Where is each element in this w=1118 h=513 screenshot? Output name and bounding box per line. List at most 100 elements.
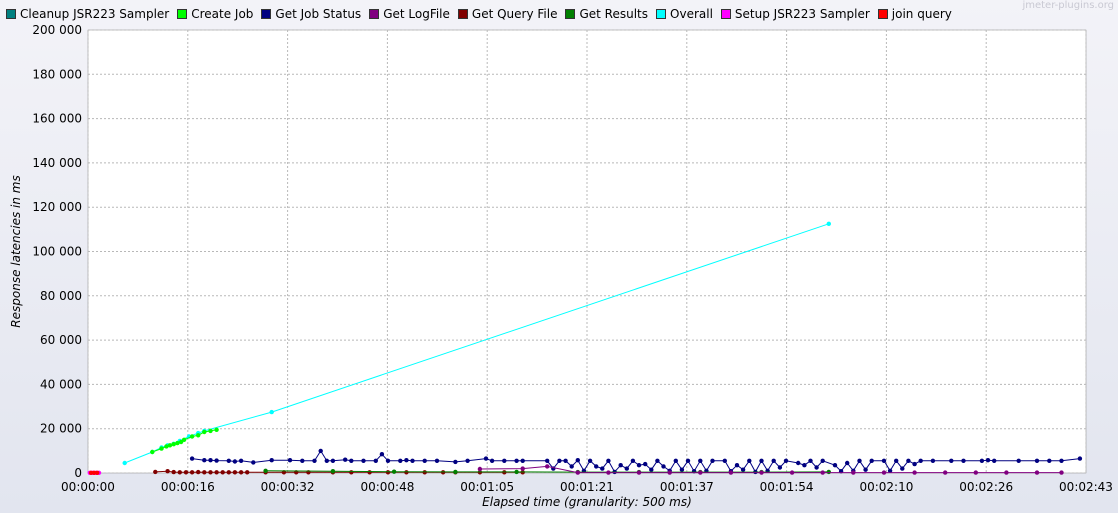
y-tick-label: 40 000 bbox=[40, 377, 82, 391]
legend-label: Create Job bbox=[191, 7, 254, 21]
legend-label: Get Query File bbox=[471, 7, 558, 21]
data-point bbox=[189, 470, 195, 475]
y-tick-label: 80 000 bbox=[40, 289, 82, 303]
data-point bbox=[606, 458, 611, 463]
data-point bbox=[992, 458, 997, 463]
legend-item: Overall bbox=[656, 7, 713, 21]
series-group bbox=[87, 221, 1083, 475]
x-tick-label: 00:00:00 bbox=[61, 480, 115, 494]
x-tick-label: 00:00:32 bbox=[261, 480, 315, 494]
data-point bbox=[312, 458, 317, 463]
data-point bbox=[832, 463, 838, 468]
data-point bbox=[95, 470, 100, 475]
legend-item: Create Job bbox=[177, 7, 253, 21]
x-tick-label: 00:00:16 bbox=[161, 480, 215, 494]
data-point bbox=[869, 458, 874, 463]
data-point bbox=[269, 409, 274, 415]
watermark: jmeter-plugins.org bbox=[1022, 0, 1114, 11]
data-point bbox=[771, 458, 776, 463]
data-point bbox=[820, 470, 825, 475]
legend-label: Cleanup JSR223 Sampler bbox=[20, 7, 170, 21]
x-tick-label: 00:01:21 bbox=[560, 480, 614, 494]
data-point bbox=[808, 458, 813, 463]
data-point bbox=[165, 469, 170, 474]
data-point bbox=[489, 458, 495, 463]
data-point bbox=[202, 429, 207, 435]
legend-swatch bbox=[877, 9, 888, 19]
data-point bbox=[563, 458, 568, 463]
data-point bbox=[502, 458, 507, 463]
data-point bbox=[545, 464, 550, 469]
data-point bbox=[171, 442, 176, 447]
data-point bbox=[624, 466, 629, 471]
data-point bbox=[483, 456, 489, 461]
data-point bbox=[667, 470, 672, 475]
y-tick-label: 20 000 bbox=[40, 422, 82, 436]
data-point bbox=[826, 469, 831, 475]
data-point bbox=[851, 470, 856, 475]
data-point bbox=[422, 470, 427, 475]
data-point bbox=[208, 470, 213, 475]
data-point bbox=[740, 467, 746, 472]
data-point bbox=[189, 434, 195, 439]
grid-lines bbox=[87, 29, 1087, 474]
data-point bbox=[796, 460, 801, 466]
data-point bbox=[208, 428, 213, 434]
data-point bbox=[685, 458, 691, 463]
y-tick-label: 0 bbox=[74, 466, 82, 480]
data-point bbox=[606, 470, 611, 475]
data-point bbox=[814, 465, 819, 470]
data-point bbox=[918, 458, 923, 463]
data-point bbox=[330, 458, 336, 463]
x-axis-ticks: 00:00:00 00:00:16 00:00:32 00:00:48 00:01:05… bbox=[61, 480, 1113, 494]
data-point bbox=[820, 458, 825, 463]
data-point bbox=[826, 221, 831, 226]
data-point bbox=[398, 458, 403, 463]
data-point bbox=[1077, 456, 1083, 461]
x-tick-label: 00:01:54 bbox=[760, 480, 814, 494]
y-tick-label: 140 000 bbox=[32, 156, 82, 170]
data-point bbox=[189, 456, 195, 461]
data-point bbox=[238, 470, 244, 475]
data-point bbox=[202, 458, 207, 463]
x-axis-label: Elapsed time (granularity: 500 ms) bbox=[482, 495, 692, 509]
legend-item: Setup JSR223 Sampler bbox=[720, 7, 870, 21]
data-point bbox=[906, 458, 911, 463]
data-point bbox=[1004, 470, 1009, 475]
data-point bbox=[453, 469, 458, 475]
data-point bbox=[930, 458, 936, 463]
x-tick-label: 00:02:43 bbox=[1059, 480, 1113, 494]
data-point bbox=[747, 458, 752, 463]
data-point bbox=[845, 460, 850, 466]
data-point bbox=[557, 458, 562, 463]
data-point bbox=[391, 469, 397, 474]
legend-swatch bbox=[177, 9, 188, 19]
data-point bbox=[318, 448, 323, 454]
legend-item: Cleanup JSR223 Sampler bbox=[6, 7, 169, 21]
data-point bbox=[373, 458, 378, 463]
data-point bbox=[679, 467, 685, 472]
x-tick-label: 00:01:37 bbox=[660, 480, 714, 494]
data-point bbox=[379, 452, 385, 457]
data-point bbox=[385, 458, 391, 463]
data-point bbox=[226, 470, 231, 475]
data-point bbox=[900, 466, 905, 471]
x-tick-label: 00:02:26 bbox=[959, 480, 1013, 494]
data-point bbox=[961, 458, 966, 463]
data-point bbox=[404, 458, 409, 463]
data-point bbox=[587, 458, 593, 463]
data-point bbox=[636, 470, 642, 475]
data-point bbox=[269, 458, 274, 463]
legend-label: Get Job Status bbox=[275, 7, 362, 21]
x-tick-label: 00:02:10 bbox=[859, 480, 913, 494]
data-point bbox=[783, 458, 789, 463]
data-point bbox=[630, 458, 636, 463]
data-point bbox=[759, 458, 764, 463]
data-point bbox=[181, 437, 187, 442]
data-point bbox=[385, 470, 391, 475]
data-point bbox=[789, 470, 795, 475]
data-point bbox=[263, 468, 268, 473]
legend-label: Overall bbox=[670, 7, 713, 21]
data-point bbox=[881, 470, 887, 475]
